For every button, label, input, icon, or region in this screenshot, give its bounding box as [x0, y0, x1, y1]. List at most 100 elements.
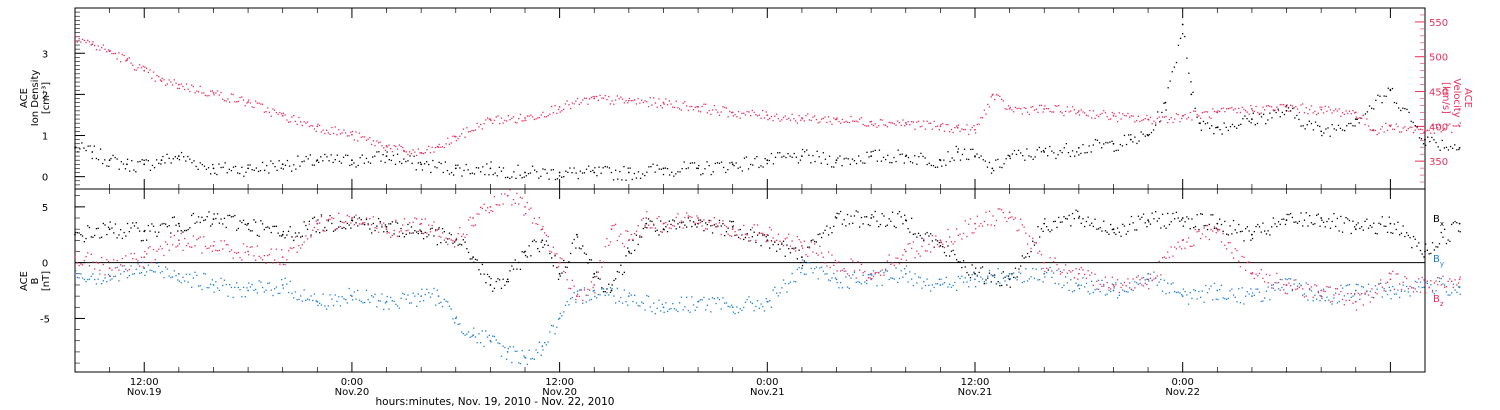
velocity-tick-label: 400: [1429, 122, 1448, 133]
field-Bx-points-point: [576, 233, 578, 236]
field-Bz-points-point: [108, 267, 111, 270]
field-Bx-points-point: [177, 222, 180, 225]
density-axis-label-line: ACE: [19, 88, 30, 108]
field-Bx-points-point: [610, 289, 613, 292]
velocity-axis-label-line: ACE: [1462, 88, 1473, 108]
field-Bx-points-point: [143, 230, 146, 233]
density-tick-label: 3: [42, 49, 48, 60]
field-Bz-points-point: [1112, 284, 1115, 286]
field-Bz-points-point: [610, 228, 613, 231]
field-By-points-point: [1251, 295, 1253, 297]
field-By-points-point: [420, 295, 423, 297]
legend-By-sub: y: [1440, 260, 1444, 268]
velocity-points-point: [212, 92, 215, 94]
ion-density-points-point: [74, 147, 76, 149]
field-Bz-points-point: [1181, 239, 1184, 242]
velocity-points-point: [420, 151, 423, 154]
bottom-panel-frame: [74, 188, 1426, 373]
field-Bz-points: [74, 189, 1461, 311]
ion-density-points-point: [1043, 151, 1046, 153]
field-Bz-points-point: [627, 239, 630, 242]
field-Bz-points-point: [731, 228, 734, 231]
field-Bx-points-point: [420, 230, 423, 233]
field-By-points-point: [904, 272, 907, 275]
velocity-points-point: [1372, 128, 1374, 131]
field-Bz-points-point: [1424, 284, 1426, 286]
ion-density-points-point: [489, 167, 492, 170]
field-Bx-points-point: [593, 272, 596, 275]
field-Bz-points-point: [576, 295, 578, 297]
field-By-points-point: [766, 300, 769, 303]
field-Bx-points-point: [662, 228, 665, 231]
field-Bz-points-point: [1043, 261, 1046, 264]
ion-density-points-point: [835, 159, 838, 162]
field-axis-label-line: ACE: [19, 271, 30, 291]
field-Bz-points-point: [281, 256, 284, 258]
velocity-points-point: [385, 144, 388, 147]
field-Bz-points-point: [143, 256, 146, 258]
field-Bx-points-point: [281, 233, 284, 236]
velocity-points-point: [593, 97, 596, 100]
ion-density-points-point: [212, 167, 215, 170]
ion-density-points-point: [1389, 89, 1392, 92]
field-Bx-points-point: [1112, 228, 1115, 231]
density-axis-label-line: Ion Density: [30, 70, 41, 127]
ion-density-points-point: [177, 155, 180, 158]
time-tick-label: 12:00: [961, 377, 990, 388]
field-Bz-points-point: [437, 228, 440, 231]
legend-Bz: Bz: [1433, 294, 1444, 308]
velocity-points-point: [1251, 108, 1253, 110]
ion-density-points-point: [524, 171, 526, 174]
field-Bz-points-point: [1458, 278, 1461, 281]
time-tick-label: 12:00: [130, 377, 159, 388]
velocity-tick-label: 450: [1429, 88, 1448, 99]
field-Bx-points-point: [472, 256, 474, 258]
field-Bx-points-point: [1320, 217, 1323, 219]
velocity-points-point: [697, 106, 699, 108]
field-Bx-points-point: [1043, 222, 1046, 225]
field-Bx-points-point: [835, 217, 838, 219]
field-Bx-points: [74, 209, 1461, 293]
field-Bz-points-point: [697, 217, 699, 219]
legend-Bz-main: B: [1433, 294, 1440, 305]
field-Bx-points-point: [645, 222, 648, 225]
field-By-points-point: [974, 278, 976, 281]
velocity-points-point: [489, 118, 492, 121]
field-By-points-point: [454, 317, 457, 320]
velocity-points-point: [956, 126, 959, 129]
field-Bx-points-point: [1147, 219, 1149, 222]
ion-density-points-point: [1354, 118, 1357, 120]
field-By-points-point: [177, 272, 180, 275]
date-tick-label: Nov.20: [335, 387, 370, 398]
velocity-points-point: [108, 50, 111, 53]
velocity-points-point: [1043, 108, 1046, 110]
field-By-points-point: [627, 295, 630, 297]
velocity-tick-label: 350: [1429, 157, 1448, 168]
field-Bx-points-point: [1354, 228, 1357, 231]
field-By-points-point: [143, 267, 146, 270]
ion-density-points-point: [697, 167, 699, 170]
field-By-points-point: [385, 300, 388, 303]
field-Bz-points-point: [177, 239, 180, 242]
field-Bz-points-point: [593, 284, 596, 286]
field-Bz-points-point: [558, 261, 561, 264]
field-Bz-points-point: [1216, 228, 1219, 231]
ion-density-points-point: [351, 159, 353, 162]
velocity-points-point: [74, 34, 76, 37]
field-Bx-points-point: [1216, 222, 1219, 225]
field-Bz-points-point: [420, 222, 423, 225]
field-Bz-points-point: [316, 222, 319, 225]
legend-By-main: B: [1433, 254, 1440, 265]
date-tick-label: Nov.21: [958, 387, 993, 398]
ion-density-points-point: [1147, 134, 1149, 137]
field-By-points-point: [212, 284, 215, 286]
field-By-points-point: [1077, 284, 1080, 286]
field-Bz-points-point: [974, 222, 976, 225]
field-By-points-point: [662, 306, 665, 309]
ion-density-points-point: [385, 155, 388, 158]
field-Bz-points-point: [904, 250, 907, 253]
velocity-points-point: [1458, 125, 1461, 128]
field-By-points-point: [472, 334, 474, 337]
field-Bx-points-point: [541, 239, 544, 242]
